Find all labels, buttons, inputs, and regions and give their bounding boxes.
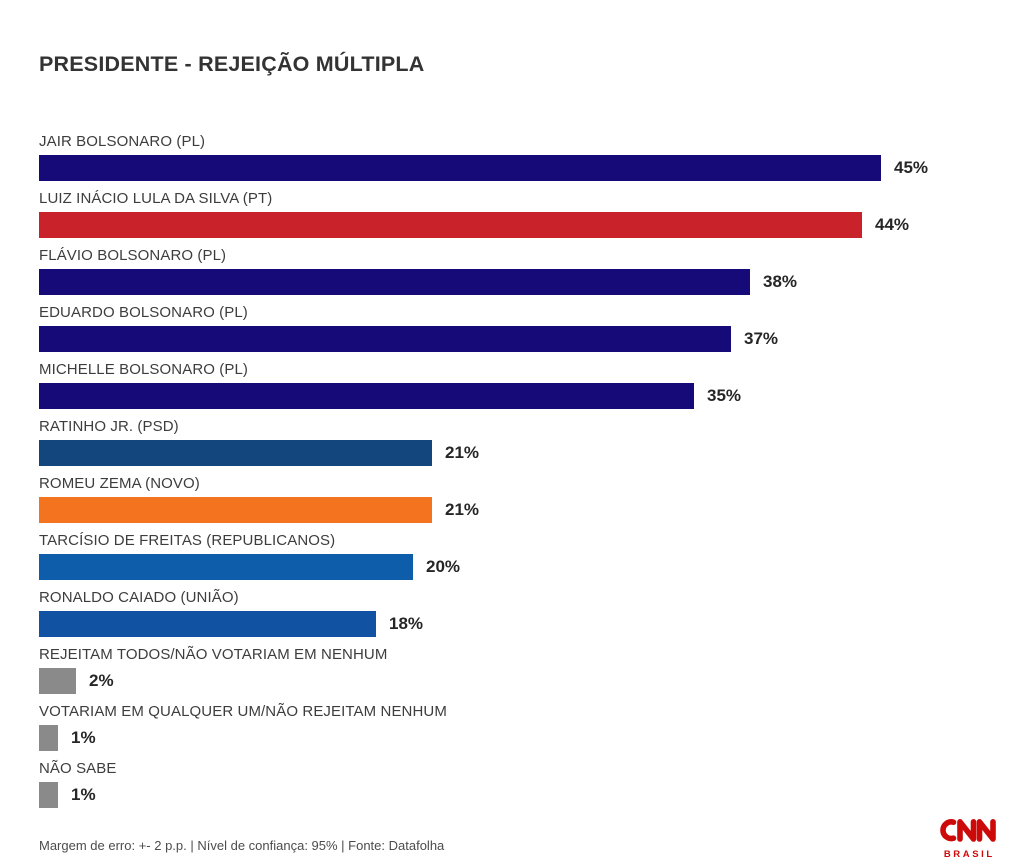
- bar-value: 20%: [426, 557, 461, 576]
- bar-value: 21%: [445, 443, 480, 462]
- bar-value: 18%: [389, 614, 424, 633]
- bar: [39, 497, 432, 523]
- bar-value: 1%: [71, 785, 96, 804]
- bar: [39, 668, 76, 694]
- bar: [39, 725, 58, 751]
- cnn-brasil-logo: BRASIL: [930, 817, 1006, 860]
- bar-value: 2%: [89, 671, 114, 690]
- bar-label: LUIZ INÁCIO LULA DA SILVA (PT): [39, 190, 273, 207]
- cnn-logo-icon: [933, 819, 1003, 848]
- bar-label: RONALDO CAIADO (UNIÃO): [39, 589, 239, 606]
- source-note: Margem de erro: +- 2 p.p. | Nível de con…: [39, 838, 445, 853]
- bar-row: REJEITAM TODOS/NÃO VOTARIAM EM NENHUM 2%: [39, 646, 981, 694]
- chart-title: PRESIDENTE - REJEIÇÃO MÚLTIPLA: [39, 52, 425, 76]
- bar-label: VOTARIAM EM QUALQUER UM/NÃO REJEITAM NEN…: [39, 703, 447, 720]
- bar-label: NÃO SABE: [39, 760, 117, 777]
- bar-value: 38%: [763, 272, 798, 291]
- bar-row: NÃO SABE 1%: [39, 760, 981, 808]
- bar-value: 1%: [71, 728, 96, 747]
- bar: [39, 554, 413, 580]
- bar: [39, 611, 376, 637]
- bar-label: EDUARDO BOLSONARO (PL): [39, 304, 248, 321]
- bar: [39, 155, 881, 181]
- bar-row: FLÁVIO BOLSONARO (PL) 38%: [39, 247, 981, 295]
- bar-label: ROMEU ZEMA (NOVO): [39, 475, 200, 492]
- bar-row: RONALDO CAIADO (UNIÃO) 18%: [39, 589, 981, 637]
- bar-label: RATINHO JR. (PSD): [39, 418, 179, 435]
- bar-value: 21%: [445, 500, 480, 519]
- bar-row: RATINHO JR. (PSD) 21%: [39, 418, 981, 466]
- bar-label: TARCÍSIO DE FREITAS (REPUBLICANOS): [39, 532, 336, 549]
- bar: [39, 212, 862, 238]
- bar-row: JAIR BOLSONARO (PL) 45%: [39, 133, 981, 181]
- bar-row: VOTARIAM EM QUALQUER UM/NÃO REJEITAM NEN…: [39, 703, 981, 751]
- bar-value: 35%: [707, 386, 742, 405]
- bar-label: REJEITAM TODOS/NÃO VOTARIAM EM NENHUM: [39, 646, 388, 663]
- bar-label: JAIR BOLSONARO (PL): [39, 133, 206, 150]
- bar-value: 37%: [744, 329, 779, 348]
- bar-row: EDUARDO BOLSONARO (PL) 37%: [39, 304, 981, 352]
- bar-row: TARCÍSIO DE FREITAS (REPUBLICANOS) 20%: [39, 532, 981, 580]
- bar: [39, 269, 750, 295]
- bar-label: MICHELLE BOLSONARO (PL): [39, 361, 249, 378]
- bar-row: LUIZ INÁCIO LULA DA SILVA (PT) 44%: [39, 190, 981, 238]
- bar: [39, 383, 694, 409]
- bar-value: 44%: [875, 215, 910, 234]
- bar-row: ROMEU ZEMA (NOVO) 21%: [39, 475, 981, 523]
- cnn-logo-region-label: BRASIL: [943, 849, 995, 860]
- bar: [39, 326, 731, 352]
- bar-row: MICHELLE BOLSONARO (PL) 35%: [39, 361, 981, 409]
- bar-label: FLÁVIO BOLSONARO (PL): [39, 247, 227, 264]
- bar: [39, 440, 432, 466]
- bar: [39, 782, 58, 808]
- bar-rows: JAIR BOLSONARO (PL) 45% LUIZ INÁCIO LULA…: [39, 133, 981, 808]
- bar-value: 45%: [894, 158, 929, 177]
